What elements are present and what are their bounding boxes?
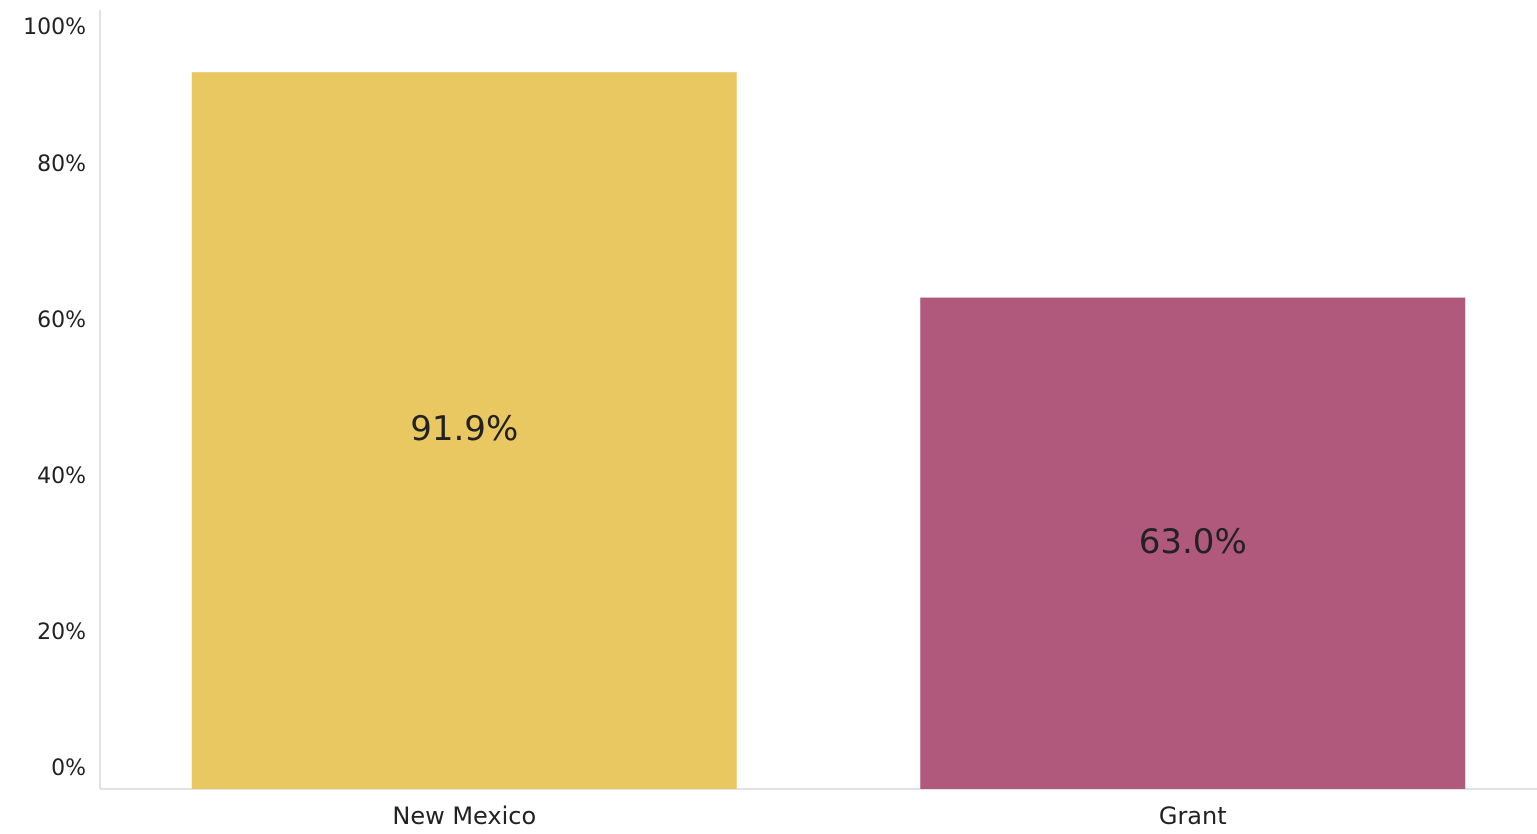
y-tick-label: 80%: [37, 152, 86, 177]
bar: [191, 72, 737, 790]
y-tick-label: 100%: [23, 15, 86, 40]
data-label: 63.0%: [1139, 522, 1247, 562]
y-tick-label: 60%: [37, 308, 86, 333]
x-tick-label: Grant: [1159, 802, 1227, 830]
y-tick-label: 20%: [37, 620, 86, 645]
data-label: 91.9%: [410, 409, 518, 449]
bar: [920, 297, 1466, 789]
y-tick-label: 0%: [51, 756, 86, 781]
x-tick-label: New Mexico: [392, 802, 536, 830]
y-tick-label: 40%: [37, 464, 86, 489]
